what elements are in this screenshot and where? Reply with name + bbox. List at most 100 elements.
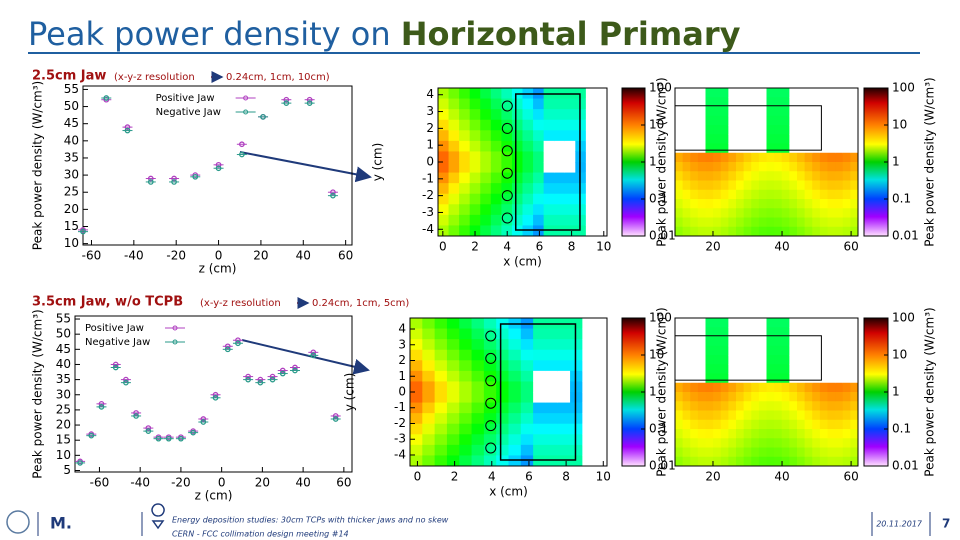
point xyxy=(103,95,110,101)
heatmap-cell xyxy=(446,328,460,340)
heatmap-cell xyxy=(713,115,722,126)
heatmap-cell xyxy=(736,318,745,328)
heatmap-cell xyxy=(675,336,684,347)
heatmap-cell xyxy=(804,373,813,384)
heatmap-cell xyxy=(545,392,559,404)
heatmap-cell xyxy=(705,115,714,126)
heatmap-cell xyxy=(819,88,828,98)
heatmap-cell xyxy=(438,119,450,131)
cooling-pipe xyxy=(485,352,497,364)
heatmap-cell xyxy=(781,171,790,181)
plot-frame xyxy=(674,317,859,467)
heatmap-cell xyxy=(736,327,745,337)
heatmap-cell xyxy=(682,382,691,393)
heatmap-cell xyxy=(480,109,492,121)
heatmap-cell xyxy=(774,134,783,144)
heatmap-cell xyxy=(483,339,497,351)
heatmap-cell xyxy=(842,189,851,200)
heatmap-cell xyxy=(797,392,806,402)
heatmap-cell xyxy=(758,355,767,365)
heatmap-cell xyxy=(720,226,729,237)
heatmap-cell xyxy=(789,318,798,328)
heatmap-cell xyxy=(842,373,851,384)
heatmap-cell xyxy=(781,88,790,98)
heatmap-cell xyxy=(543,119,555,131)
heatmap-cell xyxy=(522,204,534,216)
heatmap-cell xyxy=(471,360,485,372)
point xyxy=(239,151,245,158)
heatmap-cell xyxy=(705,143,714,154)
heatmap-cell xyxy=(827,115,836,126)
legend-marker xyxy=(172,339,178,345)
heatmap-cell xyxy=(850,143,859,154)
x-tick-label: 40 xyxy=(774,470,789,484)
heatmap-cell xyxy=(410,328,423,340)
heatmap-cell xyxy=(596,109,608,121)
heatmap-cell xyxy=(410,413,423,425)
x-tick-label: -20 xyxy=(171,476,191,490)
heatmap-cell xyxy=(682,419,691,430)
heatmap-cell xyxy=(533,98,545,110)
heatmap-cell xyxy=(819,199,828,209)
heatmap-cell xyxy=(789,180,798,191)
heatmap-cell xyxy=(490,130,502,142)
heatmap-cell xyxy=(596,193,608,205)
heatmap-cell xyxy=(736,392,745,402)
heatmap-cell xyxy=(804,382,813,393)
heatmap-cell xyxy=(766,106,775,117)
heatmap-cell xyxy=(682,208,691,218)
cooling-pipe xyxy=(485,420,497,432)
heatmap-cell xyxy=(781,180,790,191)
heatmap-cell xyxy=(533,360,546,372)
heatmap-cell xyxy=(570,381,583,393)
heatmap-cell xyxy=(812,97,821,107)
colorbar-label: Peak power density (W/cm³) xyxy=(923,307,937,476)
heatmap-cell xyxy=(697,401,706,411)
heatmap-cell xyxy=(766,115,775,126)
heatmap-cell xyxy=(511,130,523,142)
heatmap-cell xyxy=(459,392,473,404)
heatmap-cell xyxy=(496,392,509,404)
heatmap-cell xyxy=(774,345,783,356)
heatmap-cell xyxy=(766,401,775,411)
heatmap-cell xyxy=(575,172,587,184)
heatmap-cell xyxy=(713,125,722,135)
point xyxy=(165,435,172,442)
heatmap-cell xyxy=(501,130,513,142)
heatmap-cell xyxy=(804,327,813,337)
heatmap-cell xyxy=(743,217,752,228)
heatmap-cell xyxy=(582,413,596,425)
x-tick-label: 8 xyxy=(562,470,570,484)
y-tick-label: 1 xyxy=(426,138,434,152)
heatmap-cell xyxy=(804,199,813,209)
heatmap-cell xyxy=(496,360,509,372)
heatmap-cell xyxy=(410,423,423,435)
heatmap-cell xyxy=(554,172,566,184)
heatmap-cell xyxy=(690,189,699,200)
heatmap-cell xyxy=(743,318,752,328)
heatmap-cell xyxy=(720,382,729,393)
heatmap-cell xyxy=(682,152,691,163)
heatmap-cell xyxy=(511,98,523,110)
heatmap-cell xyxy=(842,382,851,393)
heatmap-cell xyxy=(835,208,844,218)
heatmap-cell xyxy=(743,226,752,237)
heatmap-cell xyxy=(496,444,509,456)
heatmap-cell xyxy=(713,134,722,144)
heatmap-cell xyxy=(585,225,597,237)
heatmap-cell xyxy=(728,162,737,172)
heatmap-cell xyxy=(804,134,813,144)
heatmap-cell xyxy=(812,429,821,439)
heatmap-cell xyxy=(720,364,729,374)
heatmap-cell xyxy=(720,208,729,218)
heatmap-cell xyxy=(543,214,555,226)
heatmap-cell xyxy=(751,208,760,218)
heatmap-cell xyxy=(743,373,752,384)
y-tick-label: 40 xyxy=(64,133,79,147)
heatmap-cell xyxy=(766,438,775,448)
y-tick-label: 15 xyxy=(64,219,79,233)
heatmap-cell xyxy=(789,134,798,144)
heatmap-cell xyxy=(705,355,714,365)
heatmap-cell xyxy=(483,370,497,382)
heatmap-cell xyxy=(789,152,798,163)
